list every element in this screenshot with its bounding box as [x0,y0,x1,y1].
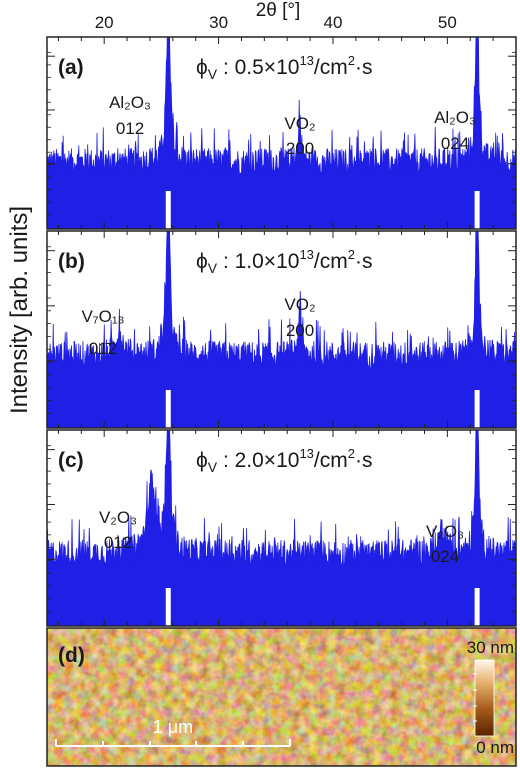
x-tick-label: 30 [209,13,228,32]
afm-panel-tag: (d) [58,644,85,667]
xrd-pattern [47,231,516,428]
xrd-panel: (a) ϕV : 0.5×1013/cm2·s Al₂O₃ 012 VO₂ 200 Al₂O… [46,36,517,230]
flux-label: ϕV : 1.0×1013/cm2·s [196,247,372,276]
peak-formula-label: Al₂O₃ [434,108,476,127]
xrd-panels: (a) ϕV : 0.5×1013/cm2·s Al₂O₃ 012 VO₂ 200 Al₂O… [46,36,517,627]
afm-colorbar [474,659,495,737]
flux-label: ϕV : 2.0×1013/cm2·s [196,446,372,475]
panel-tag: (c) [58,449,84,472]
afm-panel: (d) 30 nm 0 nm 1 μm [46,627,517,767]
peak-notch [165,191,171,229]
peak-formula-label: V₂O₃ [99,508,137,527]
panel-frame [46,36,517,230]
afm-scale-bar-label: 1 μm [153,717,193,737]
peak-notch [474,588,480,626]
x-tick-label: 50 [438,13,457,32]
peak-notch [165,390,171,428]
xrd-pattern [47,430,516,626]
peak-index-label: 012 [104,533,132,552]
peak-index-label: 024 [431,547,459,566]
peak-formula-label: V₇O₁₃ [81,307,124,326]
afm-image [47,628,516,766]
peak-formula-label: VO₂ [284,114,315,133]
panel-tag: (a) [58,56,84,79]
x-tick-labels: 20 30 40 50 [95,13,457,32]
xrd-panel: (b) ϕV : 1.0×1013/cm2·s V₇O₁₃ 01̄2 VO₂ 200 [46,230,517,429]
peak-notch [165,588,171,626]
peak-index-label: 01̄2 [89,339,117,358]
x-tick-label: 20 [95,13,114,32]
peak-index-label: 200 [286,139,314,158]
afm-scale-bar [55,739,291,747]
peak-index-label: 024 [441,134,469,153]
afm-colorbar-bottom-label: 0 nm [476,738,514,757]
panel-frame [46,230,517,429]
peak-index-label: 200 [286,321,314,340]
peak-formula-label: V₂O₃ [426,522,464,541]
y-axis-title: Intensity [arb. units] [6,206,33,414]
peak-formula-label: VO₂ [284,295,315,314]
x-axis-title: 2θ [°] [256,0,301,21]
peak-formula-label: Al₂O₃ [109,93,151,112]
panel-tag: (b) [58,250,85,273]
panel-frame [46,429,517,627]
xrd-panel: (c) ϕV : 2.0×1013/cm2·s V₂O₃ 012 V₂O₃ 024 [46,429,517,627]
xrd-pattern [47,37,516,229]
peak-index-label: 012 [116,119,144,138]
x-tick-label: 40 [324,13,343,32]
afm-colorbar-top-label: 30 nm [467,638,514,657]
peak-notch [474,191,480,229]
flux-label: ϕV : 0.5×1013/cm2·s [196,53,372,82]
peak-notch [474,390,480,428]
